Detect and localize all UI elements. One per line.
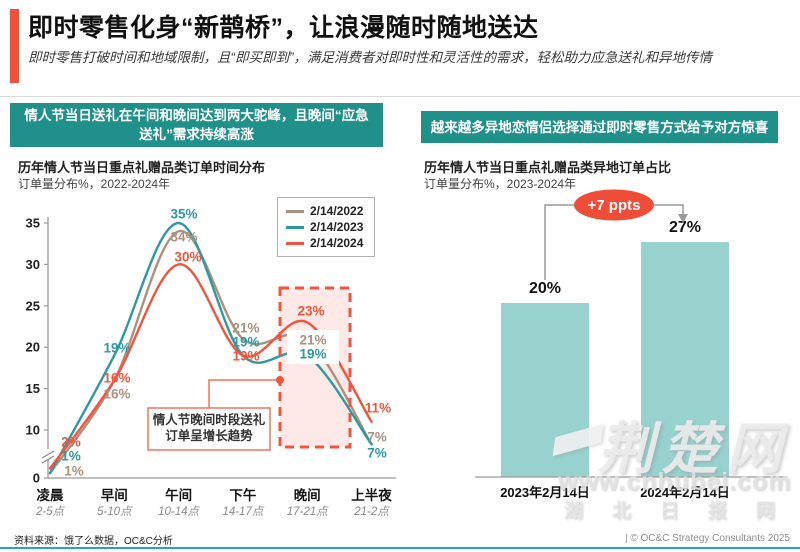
bar-category-label: 2024年2月14日 [640, 485, 730, 500]
page-title: 即时零售化身“新鹊桥”，让浪漫随时随地送达 [28, 14, 539, 42]
legend-label: 2/14/2023 [310, 220, 364, 234]
title-accent-bar [10, 9, 19, 83]
data-label: 7% [367, 430, 387, 445]
data-label: 34% [170, 230, 197, 245]
page-subtitle: 即时零售打破时间和地域限制，且“即买即到”，满足消费者对即时性和灵活性的需求，轻… [28, 50, 712, 65]
data-label: 7% [367, 446, 387, 461]
label-chip [287, 344, 339, 364]
legend-label: 2/14/2024 [310, 236, 364, 250]
annotation-text: 情人节晚间时段送礼 [153, 412, 266, 427]
y-tick-label: 0 [33, 471, 40, 486]
data-label: 16% [103, 371, 130, 386]
data-label: 21% [299, 333, 326, 348]
x-category-sublabel: 2-5点 [35, 505, 66, 518]
left-banner: 情人节当日送礼在午间和晚间达到两大驼峰，且晚间“应急送礼”需求持续高涨 [10, 103, 383, 147]
x-category-label: 上半夜 [351, 487, 392, 503]
bar-category-label: 2023年2月14日 [500, 485, 590, 500]
data-label: 19% [232, 349, 259, 364]
highlight-region-fill [280, 288, 350, 447]
y-tick-label: 10 [26, 423, 40, 438]
x-category-sublabel: 21-2点 [353, 505, 390, 518]
annotation-text: 订单呈增长趋势 [165, 428, 253, 443]
legend-line-swatch [286, 209, 304, 213]
data-label: 23% [297, 304, 324, 319]
data-label: 19% [103, 341, 130, 356]
x-category-label: 午间 [165, 487, 192, 503]
data-label: 30% [174, 250, 201, 265]
x-category-label: 下午 [229, 487, 256, 503]
footer-copyright: | © OC&C Strategy Consultants 2025 [624, 533, 790, 544]
right-banner: 越来越多异地恋情侣选择通过即时零售方式给予对方惊喜 [421, 111, 778, 143]
y-tick-label: 25 [26, 298, 40, 313]
remote-orders-bar-chart: 20% 27% 2023年2月14日 2024年2月14日 +7 ppts [475, 189, 787, 500]
bar-2024年2月14日 [641, 242, 729, 477]
left-chart-subtitle: 订单量分布%，2022-2024年 [18, 177, 171, 191]
line-chart-legend: 2/14/2022 2/14/2023 2/14/2024 [277, 197, 375, 257]
arrow-down-icon [678, 214, 688, 223]
x-category-sublabel: 5-10点 [97, 505, 133, 518]
x-category-sublabel: 10-14点 [158, 505, 200, 518]
bar-value-label: 27% [669, 219, 701, 236]
data-label: 19% [232, 335, 259, 350]
bar-2023年2月14日 [501, 303, 589, 477]
axis-break-mark [41, 450, 55, 459]
legend-item: 2/14/2022 [286, 203, 366, 219]
x-category-label: 凌晨 [37, 487, 64, 503]
x-category-sublabel: 14-17点 [222, 505, 264, 518]
legend-line-swatch [286, 241, 304, 245]
x-category-label: 早间 [101, 487, 128, 503]
data-label: 16% [103, 387, 130, 402]
data-label: 2% [61, 435, 81, 450]
right-chart-subtitle: 订单量分布%，2023-2024年 [424, 177, 577, 191]
legend-label: 2/14/2022 [310, 204, 364, 218]
legend-item: 2/14/2024 [286, 235, 366, 251]
delta-badge [574, 189, 654, 221]
left-chart-title: 历年情人节当日重点礼赠品类订单时间分布 [18, 160, 266, 175]
footer-source: 资料来源：饿了么数据，OC&C分析 [14, 536, 173, 547]
bar-value-label: 20% [529, 280, 561, 297]
header-divider [0, 96, 800, 97]
axis-break-mark [41, 455, 55, 464]
y-tick-label: 20 [26, 340, 40, 355]
footer-accent-line [0, 547, 800, 549]
data-label: 21% [232, 321, 259, 336]
data-label: 19% [299, 347, 326, 362]
y-tick-label: 15 [26, 381, 40, 396]
x-category-sublabel: 17-21点 [287, 505, 329, 518]
data-label: 35% [170, 207, 197, 222]
right-chart-title: 历年情人节当日重点礼赠品类异地订单占比 [424, 160, 672, 175]
time-distribution-line-chart: 0 10 15 20 25 30 35 凌晨 2-5点 早间 5-10点 午间 10-14点 下午 14-1… [26, 207, 396, 518]
annotation-dot [276, 376, 284, 384]
y-tick-label: 30 [26, 257, 40, 272]
annotation-box [147, 407, 271, 451]
y-tick-label: 35 [26, 216, 40, 231]
legend-line-swatch [286, 225, 304, 229]
annotation-connector [208, 379, 277, 408]
legend-item: 2/14/2023 [286, 219, 366, 235]
delta-badge-label: +7 ppts [588, 197, 641, 214]
x-category-label: 晚间 [294, 487, 321, 503]
data-label: 1% [64, 464, 84, 479]
data-label: 1% [61, 449, 81, 464]
highlight-region-border [278, 286, 352, 449]
data-label: 11% [365, 401, 391, 416]
